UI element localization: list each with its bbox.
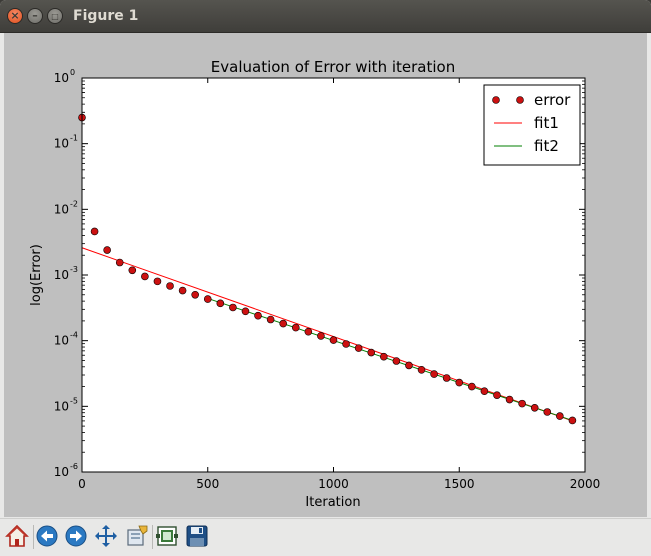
data-point <box>291 323 300 332</box>
data-point <box>115 258 124 267</box>
data-point <box>317 332 325 340</box>
data-point <box>178 286 187 295</box>
y-tick-label: 10 <box>54 202 69 216</box>
legend-marker-error <box>516 96 524 104</box>
data-point <box>266 315 275 324</box>
move-arrows-icon <box>95 525 117 547</box>
data-point <box>480 387 489 396</box>
data-point <box>392 357 401 365</box>
data-point <box>468 382 476 391</box>
legend-label-error: error <box>534 91 571 109</box>
legend: error fit1 fit2 <box>483 84 581 166</box>
subplots-config-icon <box>156 526 178 546</box>
y-tick-exponent: 0 <box>70 68 75 77</box>
data-point <box>166 282 174 290</box>
window-title: Figure 1 <box>73 8 139 24</box>
data-point <box>543 408 552 416</box>
y-tick-label: 10 <box>54 71 69 85</box>
data-point <box>354 344 363 352</box>
legend-marker-error <box>492 96 500 104</box>
y-tick-label: 10 <box>54 465 69 479</box>
arrow-right-icon <box>65 525 87 547</box>
x-tick-label: 500 <box>196 477 219 491</box>
data-point <box>493 391 501 399</box>
data-point <box>141 272 149 281</box>
y-tick-exponent: -3 <box>70 265 78 274</box>
y-tick-label: 10 <box>54 334 69 348</box>
data-point <box>455 378 464 387</box>
figure-canvas[interactable]: 0 500 1000 1500 2000 10 -6 10 -5 10 -4 10 -3 10 -2 10 -1… <box>4 33 647 517</box>
chart: 0 500 1000 1500 200010-610-510-410-310-210-1… <box>29 58 601 510</box>
legend-label-fit2: fit2 <box>534 137 559 155</box>
chart-title: Evaluation of Error with iteration <box>211 58 455 76</box>
data-point <box>216 299 225 308</box>
y-tick-exponent: -2 <box>70 199 78 208</box>
data-point <box>342 340 350 348</box>
data-point <box>191 290 199 299</box>
data-point <box>254 311 262 320</box>
maximize-icon: □ <box>51 12 59 21</box>
data-point <box>379 352 388 361</box>
data-point <box>241 307 250 316</box>
series-line-fit1 <box>81 247 573 422</box>
data-point <box>556 412 564 420</box>
minimize-window-button[interactable]: – <box>27 8 43 24</box>
home-icon <box>5 524 29 547</box>
data-point <box>530 403 539 412</box>
data-point <box>518 399 526 408</box>
data-point <box>405 361 413 370</box>
y-tick-exponent: -4 <box>70 331 78 340</box>
data-point <box>329 336 338 344</box>
subplots-button[interactable] <box>153 522 181 550</box>
close-icon: × <box>10 9 20 22</box>
data-point <box>279 319 288 328</box>
data-point <box>203 295 212 303</box>
navigation-toolbar <box>0 518 651 556</box>
back-button[interactable] <box>33 522 61 550</box>
save-button[interactable] <box>183 522 211 550</box>
legend-box <box>483 84 581 166</box>
data-point <box>103 246 111 254</box>
forward-button[interactable] <box>62 522 90 550</box>
y-tick-label: 10 <box>54 399 69 413</box>
minimize-icon: – <box>32 9 38 22</box>
data-point <box>367 348 376 357</box>
home-button[interactable] <box>3 522 31 550</box>
legend-label-fit1: fit1 <box>534 114 559 132</box>
x-tick-label: 2000 <box>570 477 601 491</box>
title-bar: × – □ Figure 1 <box>0 0 651 33</box>
close-window-button[interactable]: × <box>7 8 23 24</box>
data-point <box>153 277 162 286</box>
y-tick-label: 10 <box>54 268 69 282</box>
data-point <box>417 366 426 374</box>
data-point <box>568 416 577 425</box>
x-tick-label: 1000 <box>318 477 349 491</box>
data-point <box>430 370 438 378</box>
data-point <box>229 303 237 312</box>
data-point <box>128 266 137 275</box>
y-tick-exponent: -1 <box>70 134 78 143</box>
arrow-left-icon <box>36 525 58 547</box>
x-tick-label: 1500 <box>444 477 475 491</box>
pan-button[interactable] <box>92 522 120 550</box>
toolbar-separator <box>33 525 34 549</box>
y-tick-label: 10 <box>54 137 69 151</box>
toolbar-separator <box>152 525 153 549</box>
x-axis-label: Iteration <box>305 495 360 510</box>
data-point <box>505 395 514 404</box>
data-point <box>442 374 451 382</box>
maximize-window-button[interactable]: □ <box>47 8 63 24</box>
data-point <box>90 227 99 236</box>
x-tick-label: 0 <box>78 477 86 491</box>
data-point <box>304 327 313 336</box>
zoom-rectangle-icon <box>127 525 148 546</box>
floppy-disk-icon <box>186 525 208 547</box>
y-tick-exponent: -6 <box>70 462 78 471</box>
zoom-button[interactable] <box>123 522 151 550</box>
y-axis-label: log(Error) <box>29 244 44 306</box>
y-tick-exponent: -5 <box>70 396 78 405</box>
